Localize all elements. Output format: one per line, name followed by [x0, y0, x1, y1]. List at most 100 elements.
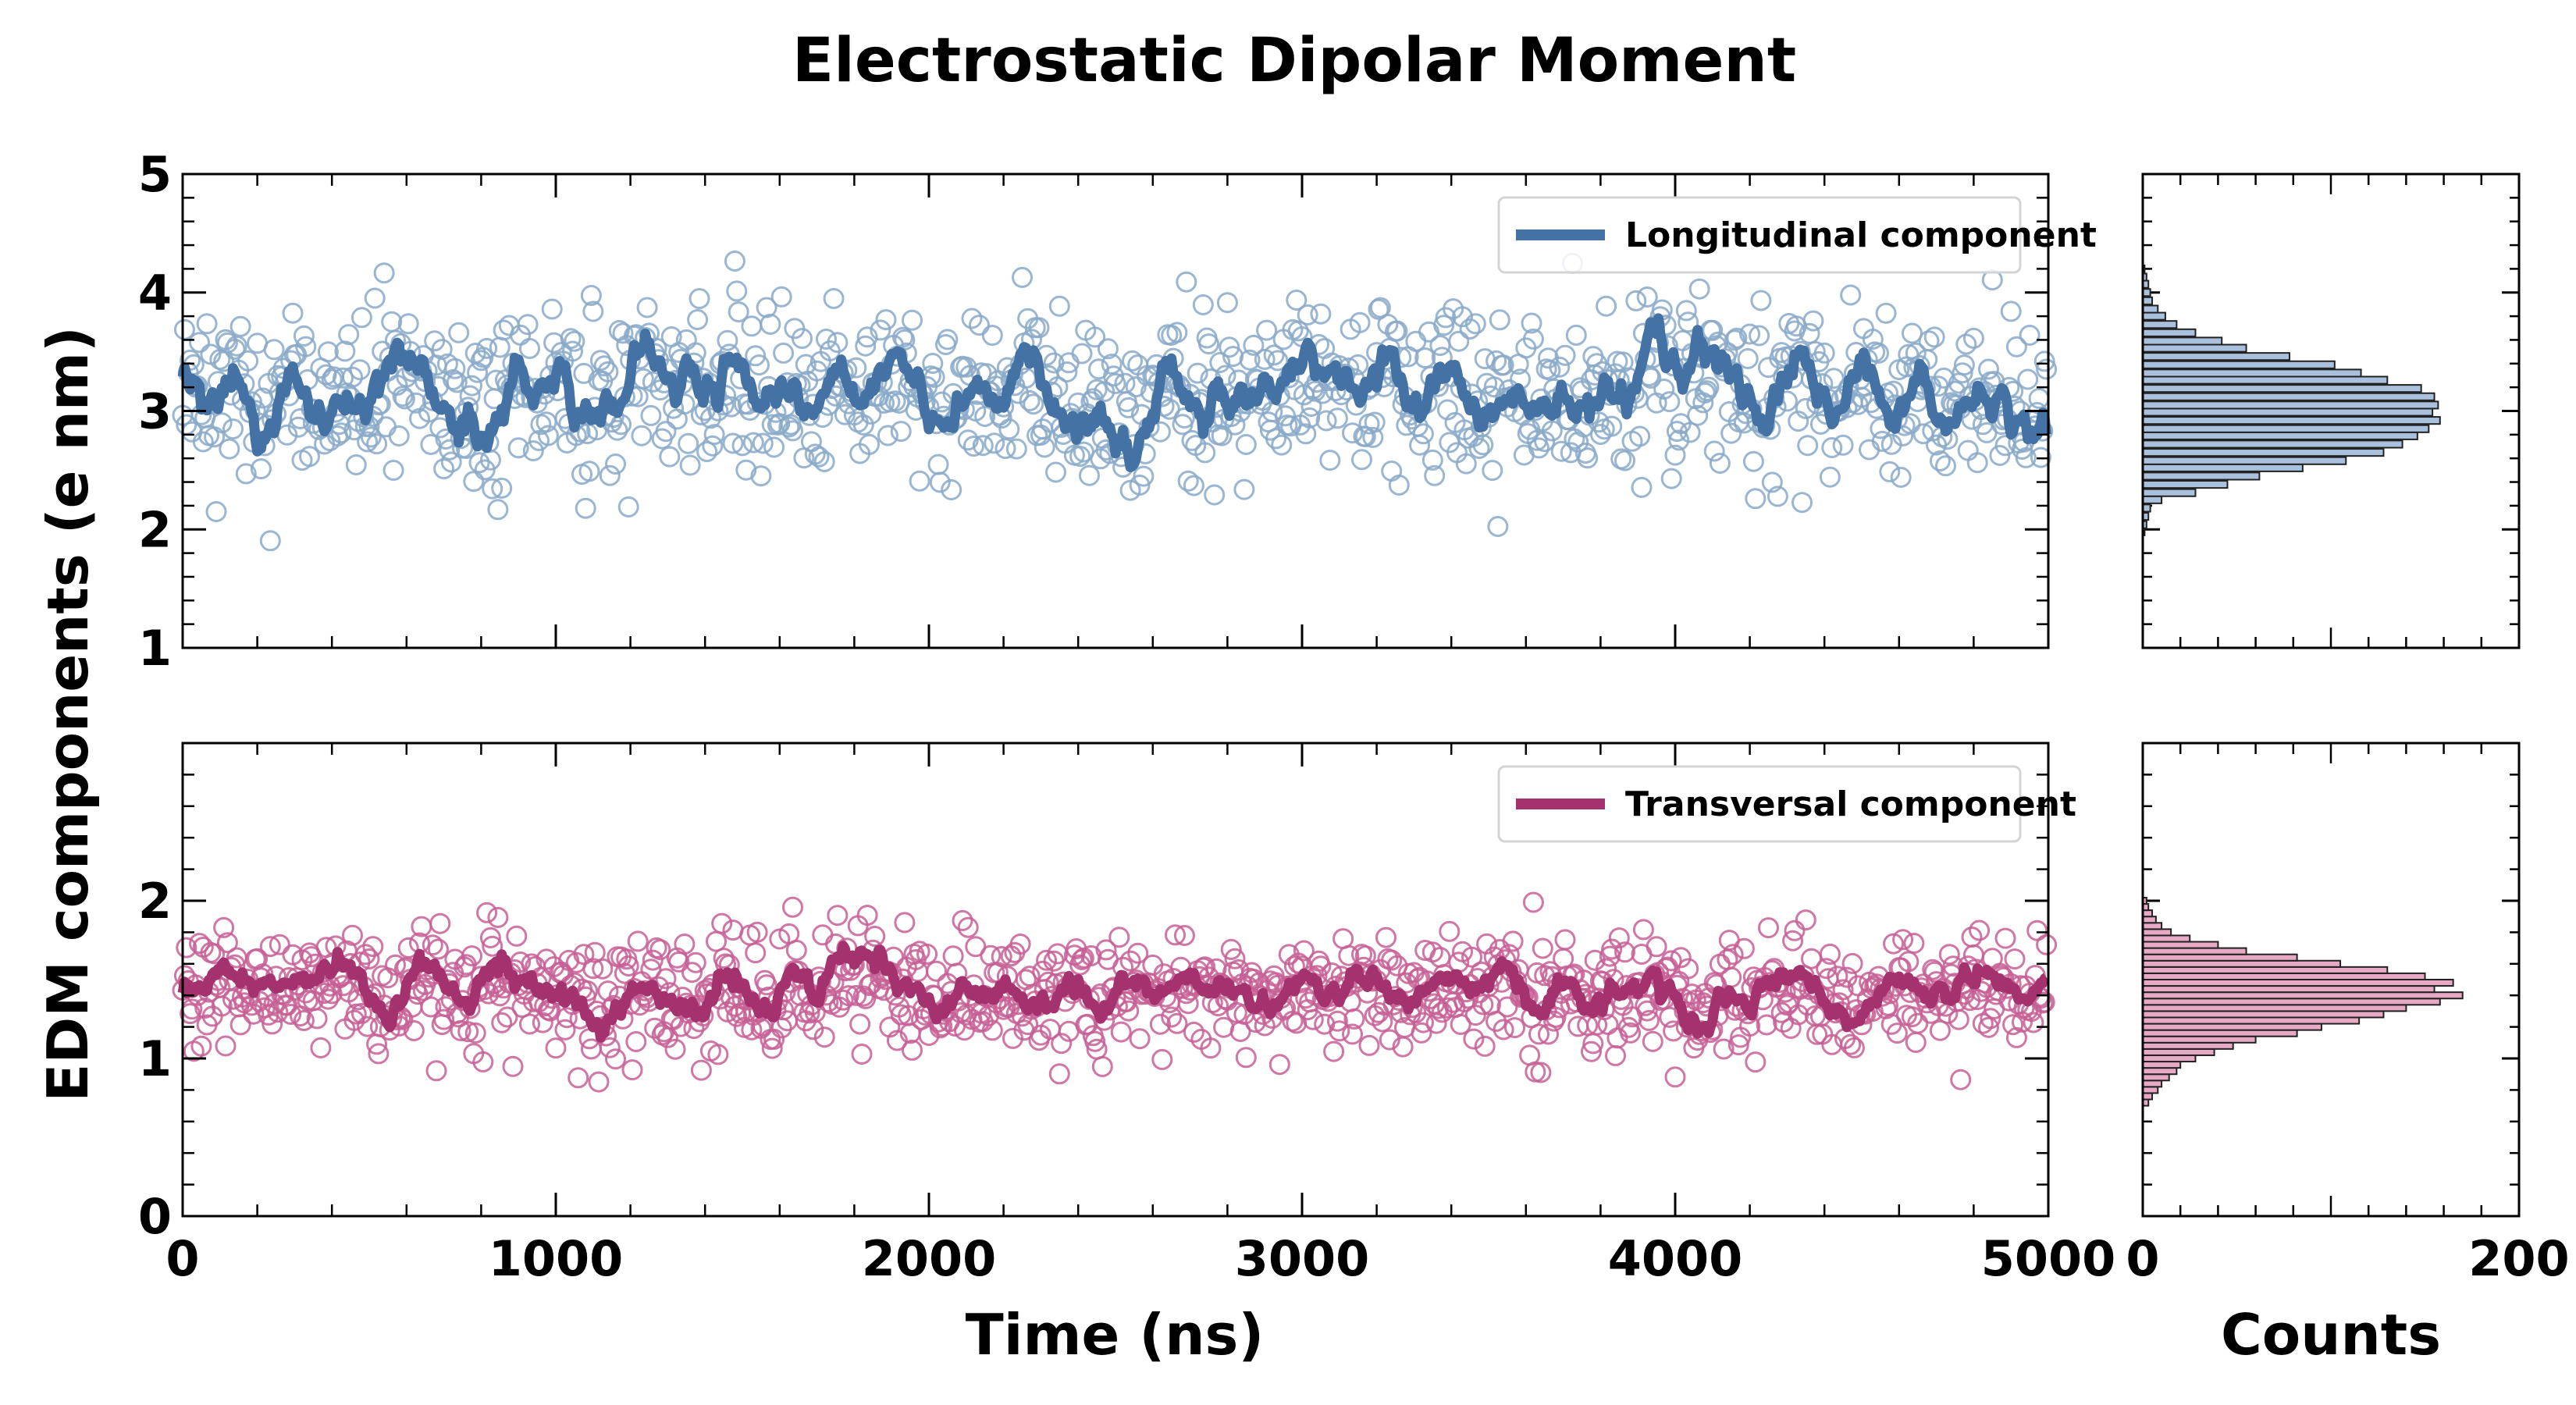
hist-x-axis-label: Counts [2221, 1302, 2441, 1368]
scatter-point [823, 288, 845, 309]
histogram-bar [2142, 320, 2178, 329]
scatter-point [317, 341, 339, 363]
scatter-point [886, 1030, 908, 1051]
scatter-point [1733, 937, 1755, 959]
scatter-point [1756, 1014, 1777, 1036]
scatter-point [678, 432, 699, 454]
scatter-point [849, 1013, 871, 1035]
scatter-point [2026, 919, 2048, 941]
scatter-point [2036, 934, 2058, 955]
scatter-point [476, 902, 498, 923]
scatter-point [1678, 311, 1699, 333]
running-average-line-transversal [177, 941, 2050, 1043]
scatter-point [1638, 1009, 1660, 1031]
scatter-point [859, 433, 880, 455]
scatter-point [1670, 947, 1692, 969]
scatter-point [687, 309, 709, 330]
scatter-point [742, 432, 764, 454]
scatter-point [884, 390, 906, 412]
scatter-point [362, 936, 384, 958]
scatter-point [1994, 927, 2016, 949]
scatter-point [461, 375, 482, 397]
scatter-point [1953, 354, 1975, 376]
scatter-point [575, 497, 596, 519]
scatter-point [470, 350, 492, 372]
x-ticks-longitudinal [181, 174, 2050, 648]
scatter-point [927, 454, 949, 475]
scatter-point [916, 943, 938, 965]
scatter-point [902, 1039, 923, 1061]
scatter-point [612, 322, 634, 344]
scatter-point [1750, 290, 1772, 311]
scatter-point [699, 407, 721, 429]
scatter-point [517, 314, 539, 336]
scatter-point [1482, 460, 1503, 482]
scatter-point [902, 309, 923, 331]
scatter-point [345, 454, 367, 475]
scatter-point [1636, 1000, 1658, 1022]
scatter-point [1295, 987, 1317, 1009]
scatter-point [962, 436, 984, 457]
scatter-point [562, 340, 583, 362]
scatter-point [1601, 415, 1623, 437]
scatter-point [1056, 361, 1078, 382]
scatter-point [1950, 1069, 1972, 1090]
scatter-point [1351, 449, 1372, 471]
scatter-point [1629, 425, 1651, 447]
scatter-point [577, 423, 599, 445]
scatter-point [1209, 352, 1231, 373]
scatter-point [631, 425, 653, 446]
scatter-point [1224, 414, 1246, 436]
scatter-point [851, 1044, 873, 1065]
scatter-point [981, 325, 1003, 347]
histogram-bar [2142, 448, 2385, 457]
scatter-point [1843, 1037, 1865, 1058]
scatter-point [1464, 313, 1486, 335]
scatter-point [2023, 1012, 2044, 1033]
scatter-point [259, 530, 281, 552]
scatter-point [1103, 365, 1125, 387]
scatter-point [1411, 1022, 1432, 1044]
scatter-point [1504, 1017, 1525, 1039]
scatter-point [659, 446, 681, 468]
histogram-bar [2142, 416, 2441, 425]
scatter-point [1263, 344, 1285, 366]
scatter-point [334, 340, 356, 362]
scatter-point [1198, 333, 1219, 355]
scatter-point [1620, 1022, 1642, 1044]
scatter-point [1315, 410, 1337, 432]
scatter-point [1295, 423, 1317, 445]
scatter-point [1215, 365, 1236, 386]
scatter-point [685, 342, 706, 364]
legend-longitudinal: Longitudinal component [1497, 196, 2097, 274]
scatter-point [1534, 431, 1556, 453]
scatter-point [827, 905, 849, 927]
scatter-point [1414, 347, 1436, 369]
scatter-point [364, 287, 386, 309]
scatter-point [243, 1003, 265, 1025]
scatter-point [1165, 924, 1186, 946]
scatter-point [1989, 445, 2011, 466]
scatter-point [1892, 425, 1914, 446]
scatter-point [1722, 944, 1744, 966]
scatter-point [204, 943, 226, 965]
scatter-point [1879, 461, 1901, 482]
scatter-point [926, 960, 948, 982]
scatter-point [215, 1035, 237, 1057]
histogram-bar [2142, 471, 2261, 481]
scatter-point [577, 980, 599, 1001]
scatter-point [1343, 1008, 1365, 1030]
scatter-point [1012, 266, 1033, 288]
scatter-point [827, 332, 849, 354]
scatter-point [1541, 420, 1563, 442]
scatter-point [373, 262, 395, 284]
histogram-bar [2142, 360, 2336, 369]
scatter-point [476, 337, 498, 359]
scatter-point [1200, 1037, 1222, 1059]
scatter-point [952, 909, 973, 931]
scatter-point [1091, 1055, 1113, 1077]
scatter-point [1310, 955, 1332, 977]
scatter-point [2002, 1014, 2024, 1036]
scatter-point [321, 368, 343, 390]
scatter-point [685, 951, 706, 973]
